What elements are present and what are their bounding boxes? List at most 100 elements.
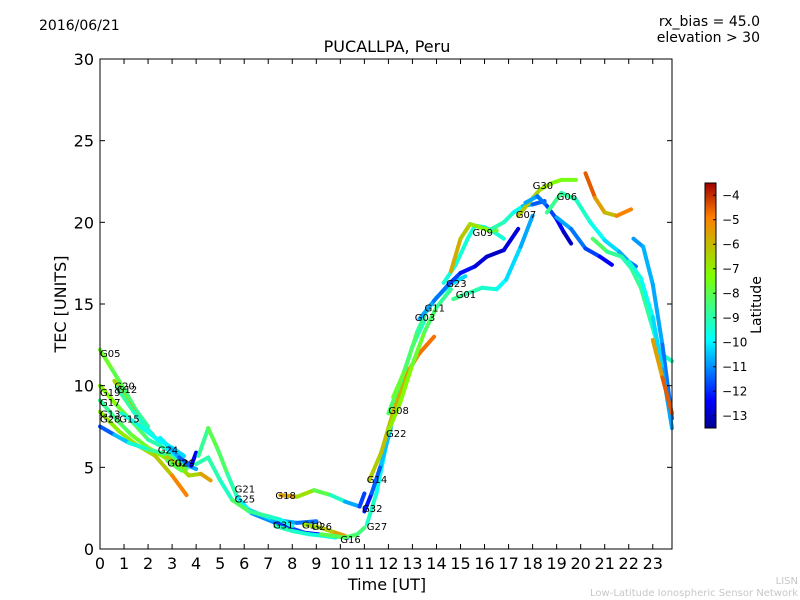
series-G09 [448, 222, 499, 274]
sat-label-G17: G17 [100, 398, 120, 409]
trace-segment [597, 254, 614, 267]
sat-label-G01: G01 [456, 290, 476, 301]
colorbar-label: Latitude [749, 276, 765, 334]
x-tick-label: 10 [330, 554, 350, 573]
x-tick-label: 1 [119, 554, 129, 573]
trace-segment [583, 246, 602, 259]
trace-segment [355, 525, 367, 537]
trace-segment [386, 400, 403, 434]
series-G34 [583, 171, 634, 218]
trace-segment [290, 529, 312, 537]
colorbar-tick-label: −9 [722, 311, 740, 325]
trace-segment [422, 305, 439, 334]
series-G28 [98, 424, 189, 471]
trace-segment [215, 447, 230, 476]
trace-segment [131, 409, 151, 432]
y-axis: 0 5 10 15 20 25 30 [74, 50, 672, 559]
date-label: 2016/06/21 [39, 18, 120, 34]
x-tick-label: 22 [619, 554, 639, 573]
x-tick-label: 12 [378, 554, 398, 573]
trace-segment [170, 445, 187, 458]
trace-segment [391, 373, 408, 414]
x-tick-label: 16 [474, 554, 494, 573]
trace-segment [590, 236, 610, 254]
footer-credit: LISN Low-Latitude Ionospheric Sensor Net… [590, 576, 798, 600]
colorbar-tick-label: −7 [722, 262, 740, 276]
trace-segment [619, 254, 634, 271]
trace-segment [448, 236, 463, 274]
colorbar-tick-label: −5 [722, 213, 740, 227]
trace-segment [537, 181, 554, 192]
trace-segment [559, 190, 578, 202]
trace-segment [165, 452, 189, 471]
trace-segment [131, 421, 151, 442]
trace-segment [446, 271, 463, 287]
sat-label-G10: G10 [302, 521, 322, 532]
trace-segment [98, 383, 119, 408]
trace-segment [472, 254, 489, 269]
colorbar-tick-label: −4 [722, 188, 740, 202]
trace-segment [535, 194, 549, 208]
trace-segment [146, 447, 170, 457]
trace-segment [122, 386, 139, 413]
sat-label-G05: G05 [100, 349, 120, 360]
trace-segment [343, 532, 360, 540]
trace-segment [602, 238, 622, 254]
trace-segment [364, 491, 379, 527]
series-G18 [278, 488, 367, 509]
sat-label-G20: G20 [114, 382, 134, 393]
series-G01 [451, 213, 535, 302]
trace-segment [114, 385, 136, 414]
trace-segment [465, 223, 477, 241]
trace-segment [98, 398, 119, 422]
sat-label-G25: G25 [235, 494, 255, 505]
series-G36 [631, 236, 674, 421]
trace-segment [602, 210, 619, 218]
trace-segment [196, 426, 211, 458]
trace-segment [614, 207, 634, 218]
colorbar: −4 −5 −6 −7 −8 −9 −10 −11 −12 −13 Latitude [704, 182, 765, 429]
trace-segment [98, 409, 122, 434]
trace-segment [129, 432, 151, 450]
sat-label-G07: G07 [516, 210, 536, 221]
trace-segment [165, 447, 187, 467]
y-tick-label: 20 [74, 213, 94, 232]
footer-network: Low-Latitude Ionospheric Sensor Network [590, 588, 798, 599]
y-tick-label: 30 [74, 50, 94, 69]
trace-segment [362, 491, 374, 514]
trace-segment [273, 524, 295, 533]
x-tick-label: 11 [354, 554, 374, 573]
x-tick-label: 17 [498, 554, 518, 573]
trace-segment [206, 455, 223, 483]
series-G38 [650, 337, 674, 416]
trace-segment [434, 287, 453, 310]
x-tick-label: 21 [595, 554, 615, 573]
trace-segment [114, 418, 134, 437]
x-axis-label: Time [UT] [347, 575, 426, 594]
sat-label-G28: G28 [100, 414, 120, 425]
trace-segment [206, 426, 220, 452]
series-G05 [98, 347, 151, 429]
sat-label-G11: G11 [425, 303, 445, 314]
sat-label-G23: G23 [446, 279, 466, 290]
series-G22 [386, 287, 453, 434]
trace-segment [134, 408, 151, 429]
trace-segment [247, 509, 271, 519]
trace-segment [112, 432, 131, 445]
trace-segment [545, 190, 564, 215]
elevation-label: elevation > 30 [656, 30, 760, 46]
trace-segment [561, 230, 574, 246]
x-tick-label: 14 [426, 554, 446, 573]
trace-segment [593, 195, 607, 215]
trace-segment [398, 362, 415, 404]
trace-segment [417, 298, 437, 321]
trace-segment [569, 226, 588, 251]
trace-segment [119, 411, 141, 427]
trace-segment [523, 194, 540, 205]
series-layer [98, 171, 674, 540]
trace-segment [650, 282, 665, 347]
x-tick-label: 7 [263, 554, 273, 573]
trace-segment [492, 230, 506, 241]
